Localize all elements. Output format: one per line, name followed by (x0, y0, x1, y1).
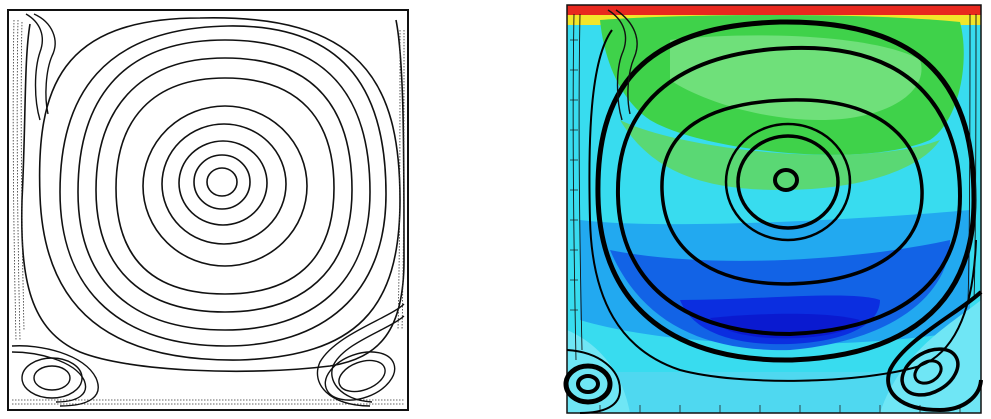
bottom-right-eddy (886, 290, 983, 413)
top-left-corner-streamlines (607, 9, 638, 121)
cavity-frame (7, 9, 409, 411)
contour-plot-panel (560, 0, 991, 419)
streamline-drawing-panel (0, 0, 420, 419)
wall-streamlines (572, 13, 977, 361)
top-left-corner-streamlines (25, 13, 56, 121)
bottom-right-eddy (316, 303, 405, 407)
primary-vortex-streamlines (20, 17, 405, 373)
contour-plot (563, 4, 983, 414)
bottom-left-eddy (11, 345, 99, 407)
bottom-left-eddy (563, 349, 622, 414)
streamline-drawing (7, 9, 409, 411)
streamlines (588, 19, 977, 382)
color-field (567, 5, 981, 413)
wall-streamlines (12, 19, 405, 405)
cavity-frame (566, 4, 982, 414)
